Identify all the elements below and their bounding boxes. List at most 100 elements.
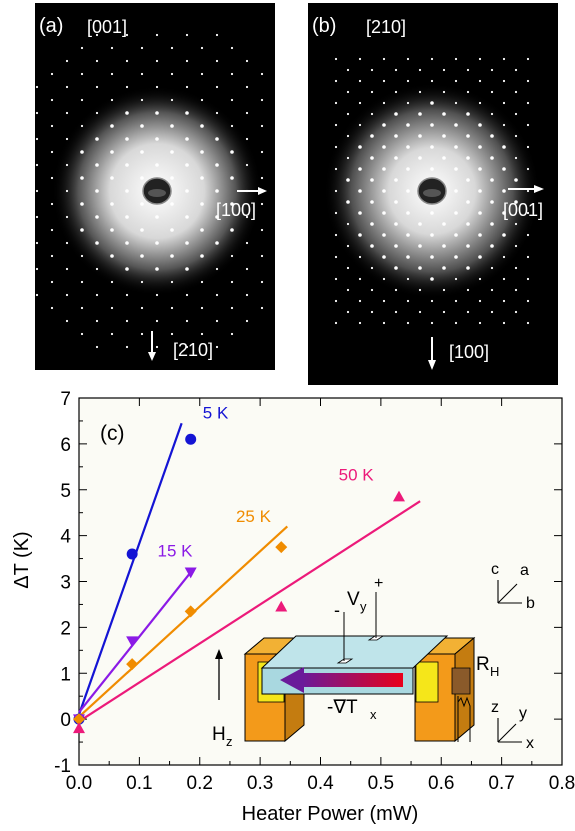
diffraction-spot: [466, 156, 470, 160]
diffraction-spot: [125, 189, 129, 193]
panel-a-direction-down: [210]: [173, 340, 214, 360]
diffraction-spot: [370, 222, 374, 226]
diffraction-spot: [260, 202, 264, 206]
diffraction-spot: [245, 267, 249, 271]
diffraction-spot: [406, 211, 410, 215]
rh-subscript: H: [490, 664, 499, 679]
diffraction-spot: [514, 90, 518, 94]
diffraction-spot: [370, 310, 374, 314]
diffraction-spot: [370, 200, 374, 204]
diffraction-spot: [370, 156, 374, 160]
hz-subscript: z: [226, 734, 233, 749]
diffraction-spot: [466, 222, 470, 226]
diffraction-spot: [466, 310, 470, 314]
diffraction-spot: [230, 46, 234, 50]
diffraction-spot: [514, 178, 518, 182]
diffraction-spot: [215, 319, 219, 323]
diffraction-spot: [442, 68, 446, 72]
diffraction-spot: [245, 163, 249, 167]
diffraction-spot: [370, 244, 374, 248]
diffraction-spot: [230, 228, 234, 232]
diffraction-spot: [50, 254, 54, 258]
diffraction-spot: [140, 254, 144, 258]
diffraction-spot: [478, 255, 482, 259]
y-tick-label: 7: [60, 389, 71, 410]
diffraction-spot: [155, 345, 159, 349]
diffraction-spot: [95, 137, 99, 141]
diffraction-spot: [95, 163, 99, 167]
diffraction-spot: [230, 332, 234, 336]
y-tick-label: 5: [60, 481, 71, 502]
diffraction-spot: [526, 277, 530, 281]
diffraction-spot: [526, 189, 530, 193]
x-tick-label: 0.0: [66, 773, 92, 794]
diffraction-spot: [155, 267, 159, 271]
diffraction-spot: [490, 90, 494, 94]
diffraction-spot: [478, 299, 482, 303]
y-tick-label: 4: [60, 527, 71, 548]
diffraction-spot: [394, 310, 398, 314]
diffraction-spot: [155, 241, 159, 245]
diffraction-spot: [346, 266, 350, 270]
diffraction-spot: [514, 288, 518, 292]
data-point: [185, 433, 197, 445]
diffraction-spot: [454, 189, 458, 193]
diffraction-spot: [358, 101, 362, 105]
diffraction-spot: [430, 145, 434, 149]
diffraction-spot: [245, 293, 249, 297]
diffraction-spot: [200, 150, 204, 154]
diffraction-spot: [50, 176, 54, 180]
diffraction-spot: [185, 189, 189, 193]
diffraction-spot: [406, 277, 410, 281]
diffraction-spot: [125, 293, 129, 297]
diffraction-spot: [358, 189, 362, 193]
diffraction-spot: [370, 90, 374, 94]
diffraction-spot: [65, 59, 69, 63]
diffraction-spot: [230, 124, 234, 128]
diffraction-spot: [394, 178, 398, 182]
diffraction-spot: [35, 163, 39, 167]
diffraction-spot: [110, 332, 114, 336]
diffraction-spot: [170, 72, 174, 76]
diffraction-spot: [185, 267, 189, 271]
diffraction-spot: [502, 321, 506, 325]
diffraction-spot: [370, 266, 374, 270]
axis-b: b: [526, 595, 535, 612]
diffraction-spot: [454, 145, 458, 149]
diffraction-spot: [334, 167, 338, 171]
diffraction-spot: [185, 345, 189, 349]
diffraction-spot: [140, 228, 144, 232]
plot-area: [78, 397, 563, 766]
diffraction-spot: [394, 90, 398, 94]
diffraction-spot: [502, 277, 506, 281]
data-point: [275, 600, 288, 612]
diffraction-spot: [230, 254, 234, 258]
diffraction-spot: [430, 233, 434, 237]
diffraction-spot: [200, 202, 204, 206]
diffraction-spot: [80, 98, 84, 102]
diffraction-spot: [260, 124, 264, 128]
diffraction-spot: [466, 200, 470, 204]
panel-a-direction-right: [100]: [216, 200, 257, 220]
diffraction-spot: [382, 123, 386, 127]
diffraction-spot: [526, 211, 530, 215]
diffraction-spot: [478, 277, 482, 281]
diffraction-panel-b: (b) [210] [001] [100]: [308, 3, 558, 385]
diffraction-spot: [80, 124, 84, 128]
fit-line: [78, 500, 421, 723]
diffraction-spot: [125, 319, 129, 323]
diffraction-spot: [35, 137, 39, 141]
diffraction-spot: [526, 255, 530, 259]
diffraction-spot: [418, 134, 422, 138]
diffraction-spot: [394, 266, 398, 270]
diffraction-spot: [478, 145, 482, 149]
diffraction-spot: [430, 57, 434, 61]
diffraction-spot: [502, 79, 506, 83]
diffraction-spot: [185, 293, 189, 297]
diffraction-spot: [215, 59, 219, 63]
diffraction-spot: [95, 241, 99, 245]
diffraction-spot: [418, 90, 422, 94]
diffraction-spot: [215, 137, 219, 141]
diffraction-spot: [370, 134, 374, 138]
diffraction-spot: [502, 167, 506, 171]
